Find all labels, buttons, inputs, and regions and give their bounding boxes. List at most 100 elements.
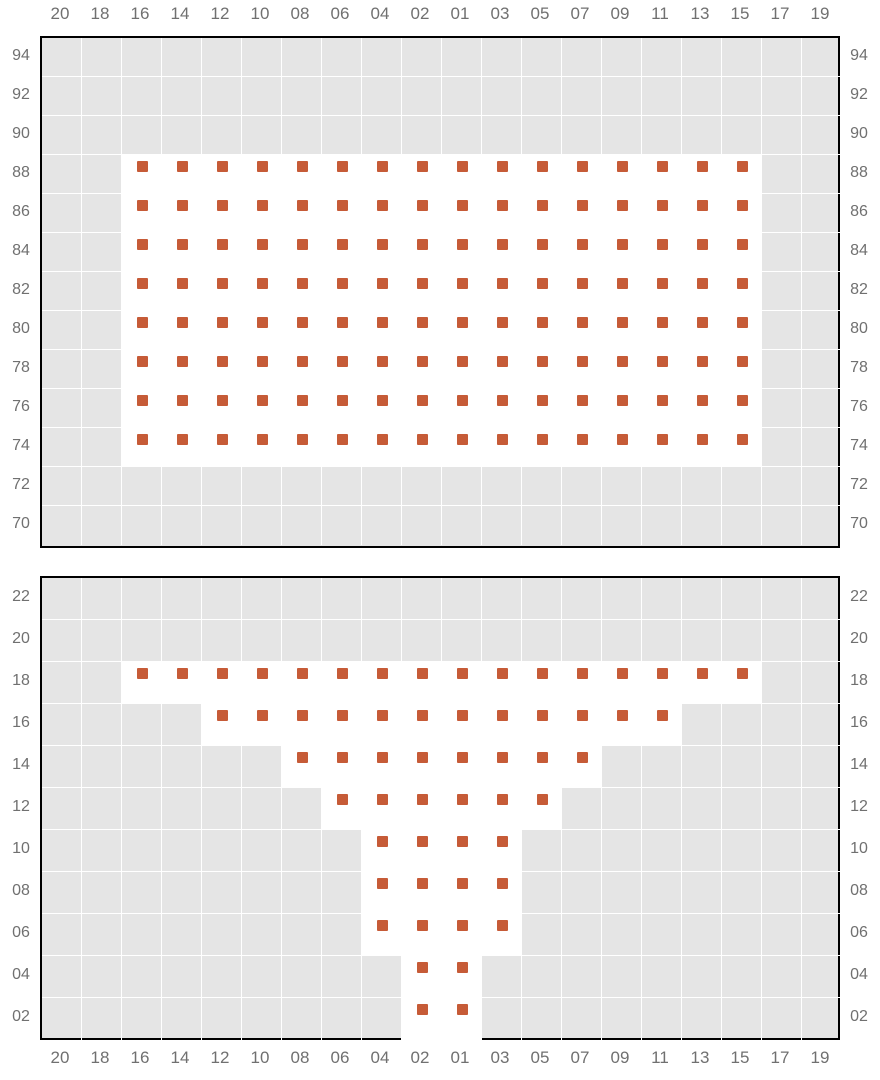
seat-cell[interactable] bbox=[162, 155, 202, 194]
seat-cell[interactable] bbox=[522, 311, 562, 350]
seat-cell[interactable] bbox=[442, 914, 482, 956]
seat-cell[interactable] bbox=[322, 428, 362, 467]
seat-cell[interactable] bbox=[442, 350, 482, 389]
seat-cell[interactable] bbox=[202, 389, 242, 428]
seat-cell[interactable] bbox=[402, 746, 442, 788]
seat-cell[interactable] bbox=[122, 389, 162, 428]
seat-cell[interactable] bbox=[322, 788, 362, 830]
seat-cell[interactable] bbox=[522, 704, 562, 746]
seat-cell[interactable] bbox=[282, 704, 322, 746]
seat-cell[interactable] bbox=[202, 311, 242, 350]
seat-cell[interactable] bbox=[722, 350, 762, 389]
seat-cell[interactable] bbox=[242, 233, 282, 272]
seat-cell[interactable] bbox=[682, 272, 722, 311]
seat-cell[interactable] bbox=[402, 389, 442, 428]
seat-cell[interactable] bbox=[442, 998, 482, 1040]
seat-cell[interactable] bbox=[402, 956, 442, 998]
seat-cell[interactable] bbox=[362, 704, 402, 746]
seat-cell[interactable] bbox=[442, 704, 482, 746]
seat-cell[interactable] bbox=[602, 662, 642, 704]
seat-cell[interactable] bbox=[522, 272, 562, 311]
seat-cell[interactable] bbox=[282, 662, 322, 704]
seat-cell[interactable] bbox=[122, 272, 162, 311]
seat-cell[interactable] bbox=[722, 194, 762, 233]
seat-cell[interactable] bbox=[242, 272, 282, 311]
seat-cell[interactable] bbox=[602, 389, 642, 428]
seat-cell[interactable] bbox=[722, 311, 762, 350]
seat-cell[interactable] bbox=[442, 428, 482, 467]
seat-cell[interactable] bbox=[642, 662, 682, 704]
seat-cell[interactable] bbox=[482, 914, 522, 956]
seat-cell[interactable] bbox=[602, 704, 642, 746]
seat-cell[interactable] bbox=[522, 788, 562, 830]
seat-cell[interactable] bbox=[522, 389, 562, 428]
seat-cell[interactable] bbox=[482, 830, 522, 872]
seat-cell[interactable] bbox=[122, 428, 162, 467]
seat-cell[interactable] bbox=[482, 389, 522, 428]
seat-cell[interactable] bbox=[442, 788, 482, 830]
seat-cell[interactable] bbox=[162, 311, 202, 350]
seat-cell[interactable] bbox=[522, 194, 562, 233]
seat-cell[interactable] bbox=[642, 311, 682, 350]
seat-cell[interactable] bbox=[202, 233, 242, 272]
seat-cell[interactable] bbox=[602, 233, 642, 272]
seat-cell[interactable] bbox=[442, 272, 482, 311]
seat-cell[interactable] bbox=[642, 233, 682, 272]
seat-cell[interactable] bbox=[402, 155, 442, 194]
seat-cell[interactable] bbox=[402, 830, 442, 872]
seat-cell[interactable] bbox=[642, 389, 682, 428]
seat-cell[interactable] bbox=[442, 662, 482, 704]
seat-cell[interactable] bbox=[602, 428, 642, 467]
seat-cell[interactable] bbox=[242, 155, 282, 194]
seat-cell[interactable] bbox=[682, 428, 722, 467]
seat-cell[interactable] bbox=[682, 662, 722, 704]
seat-cell[interactable] bbox=[642, 428, 682, 467]
seat-cell[interactable] bbox=[562, 233, 602, 272]
seat-cell[interactable] bbox=[522, 155, 562, 194]
seat-cell[interactable] bbox=[482, 272, 522, 311]
seat-cell[interactable] bbox=[362, 194, 402, 233]
seat-cell[interactable] bbox=[202, 704, 242, 746]
seat-cell[interactable] bbox=[202, 155, 242, 194]
seat-cell[interactable] bbox=[242, 428, 282, 467]
seat-cell[interactable] bbox=[362, 272, 402, 311]
seat-cell[interactable] bbox=[362, 872, 402, 914]
seat-cell[interactable] bbox=[442, 746, 482, 788]
seat-cell[interactable] bbox=[162, 662, 202, 704]
seat-cell[interactable] bbox=[162, 428, 202, 467]
seat-cell[interactable] bbox=[482, 350, 522, 389]
seat-cell[interactable] bbox=[282, 233, 322, 272]
seat-cell[interactable] bbox=[402, 788, 442, 830]
seat-cell[interactable] bbox=[282, 311, 322, 350]
seat-cell[interactable] bbox=[282, 428, 322, 467]
seat-cell[interactable] bbox=[282, 155, 322, 194]
seat-cell[interactable] bbox=[362, 428, 402, 467]
seat-cell[interactable] bbox=[202, 428, 242, 467]
seat-cell[interactable] bbox=[722, 662, 762, 704]
seat-cell[interactable] bbox=[402, 428, 442, 467]
seat-cell[interactable] bbox=[442, 872, 482, 914]
seat-cell[interactable] bbox=[642, 350, 682, 389]
seat-cell[interactable] bbox=[402, 704, 442, 746]
seat-cell[interactable] bbox=[322, 662, 362, 704]
seat-cell[interactable] bbox=[202, 350, 242, 389]
seat-cell[interactable] bbox=[682, 350, 722, 389]
seat-cell[interactable] bbox=[562, 194, 602, 233]
seat-cell[interactable] bbox=[482, 155, 522, 194]
seat-cell[interactable] bbox=[482, 311, 522, 350]
seat-cell[interactable] bbox=[202, 272, 242, 311]
seat-cell[interactable] bbox=[282, 272, 322, 311]
seat-cell[interactable] bbox=[122, 311, 162, 350]
seat-cell[interactable] bbox=[602, 350, 642, 389]
seat-cell[interactable] bbox=[562, 662, 602, 704]
seat-cell[interactable] bbox=[602, 194, 642, 233]
seat-cell[interactable] bbox=[362, 914, 402, 956]
seat-cell[interactable] bbox=[362, 233, 402, 272]
seat-cell[interactable] bbox=[162, 272, 202, 311]
seat-cell[interactable] bbox=[402, 914, 442, 956]
seat-cell[interactable] bbox=[642, 194, 682, 233]
seat-cell[interactable] bbox=[642, 704, 682, 746]
seat-cell[interactable] bbox=[162, 194, 202, 233]
seat-cell[interactable] bbox=[482, 872, 522, 914]
seat-cell[interactable] bbox=[162, 350, 202, 389]
